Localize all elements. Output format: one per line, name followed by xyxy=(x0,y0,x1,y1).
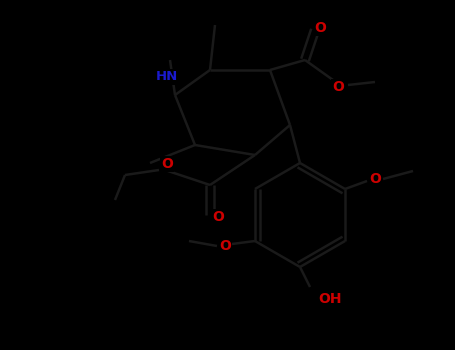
Text: O: O xyxy=(212,210,224,224)
Text: O: O xyxy=(369,172,381,186)
Text: O: O xyxy=(332,80,344,94)
Text: HN: HN xyxy=(156,70,178,84)
Text: O: O xyxy=(219,239,231,253)
Text: OH: OH xyxy=(318,292,342,306)
Text: O: O xyxy=(161,157,173,171)
Text: O: O xyxy=(314,21,326,35)
